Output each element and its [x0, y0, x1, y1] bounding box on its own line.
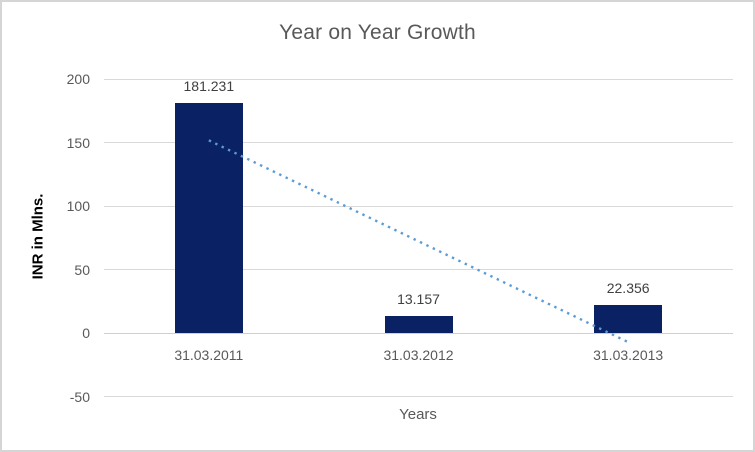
x-category-label: 31.03.2012: [383, 347, 454, 363]
y-axis-title: INR in Mlns.: [29, 193, 47, 280]
bar-31.03.2012: [384, 316, 453, 333]
y-tick-label-200: 200: [66, 71, 90, 87]
y-tick-label-50: 50: [74, 261, 90, 278]
bar-31.03.2013: [594, 304, 663, 333]
y-tick-label--50: -50: [69, 388, 90, 405]
bar-value-label: 181.231: [183, 77, 235, 94]
gridline-200: [104, 78, 733, 80]
x-category-label: 31.03.2011: [174, 347, 244, 363]
x-axis-title: Years: [399, 406, 437, 423]
bar-31.03.2011: [174, 102, 243, 333]
y-tick-label-150: 150: [66, 134, 90, 151]
y-tick-label-100: 100: [66, 198, 90, 214]
trendline-dotted-segment: [208, 139, 629, 344]
bar-value-label: 13.157: [397, 291, 440, 308]
bar-value-label: 22.356: [606, 279, 650, 296]
y-tick-label-0: 0: [82, 325, 90, 341]
gridline--50: [104, 396, 733, 397]
x-category-label: 31.03.2013: [593, 347, 664, 363]
chart-title: Year on Year Growth: [279, 21, 476, 44]
